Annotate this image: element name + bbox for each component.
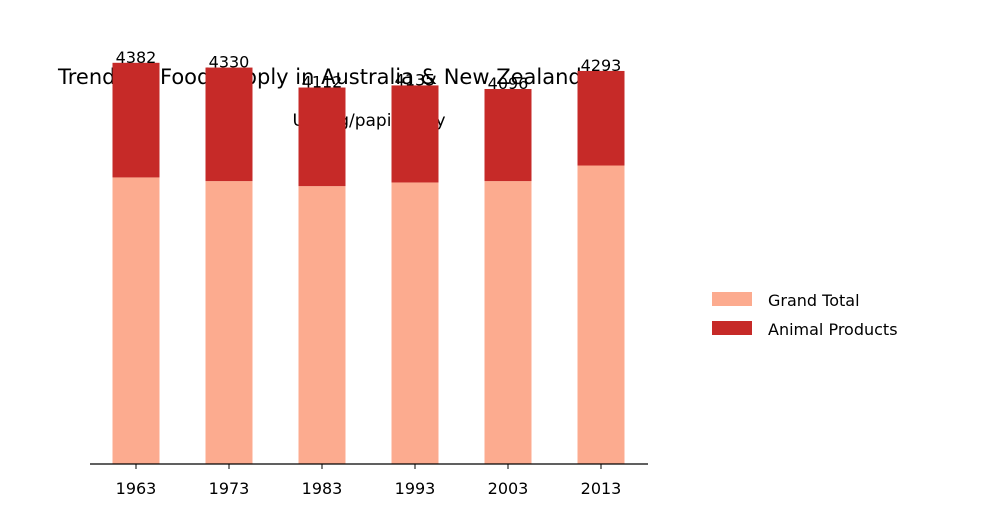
x-tick-label-2003: 2003: [488, 479, 529, 498]
x-ticks-group: 1963 1973 1983 1993 2003 2013: [116, 464, 622, 498]
bars-group: [112, 62, 625, 465]
legend-swatch-animal-products: [712, 321, 752, 335]
bar-animal-products-2003: [484, 88, 532, 182]
bar-grand-total-2003: [484, 181, 532, 465]
bar-grand-total-2013: [577, 165, 625, 465]
total-label-2003: 4096: [488, 74, 529, 93]
total-label-1993: 4135: [395, 70, 436, 89]
bar-animal-products-1973: [205, 67, 253, 182]
x-tick-label-1983: 1983: [302, 479, 343, 498]
bar-grand-total-1993: [391, 182, 439, 464]
total-label-2013: 4293: [581, 56, 622, 75]
bar-animal-products-1983: [298, 87, 346, 187]
x-tick-label-1993: 1993: [395, 479, 436, 498]
legend-label-grand-total: Grand Total: [768, 291, 860, 310]
total-label-1983: 4112: [302, 73, 343, 92]
bar-animal-products-1963: [112, 62, 160, 178]
total-label-1963: 4382: [116, 48, 157, 67]
total-label-1973: 4330: [209, 53, 250, 72]
data-labels-group: 4382 4330 4112 4135 4096 4293: [116, 48, 622, 93]
x-tick-label-1973: 1973: [209, 479, 250, 498]
legend-swatch-grand-total: [712, 292, 752, 306]
legend: Grand Total Animal Products: [712, 291, 898, 339]
bar-grand-total-1963: [112, 177, 160, 465]
bar-grand-total-1983: [298, 186, 346, 464]
x-tick-label-1963: 1963: [116, 479, 157, 498]
legend-label-animal-products: Animal Products: [768, 320, 898, 339]
bar-grand-total-1973: [205, 181, 253, 465]
x-tick-label-2013: 2013: [581, 479, 622, 498]
bar-animal-products-1993: [391, 85, 439, 183]
bar-animal-products-2013: [577, 70, 625, 166]
